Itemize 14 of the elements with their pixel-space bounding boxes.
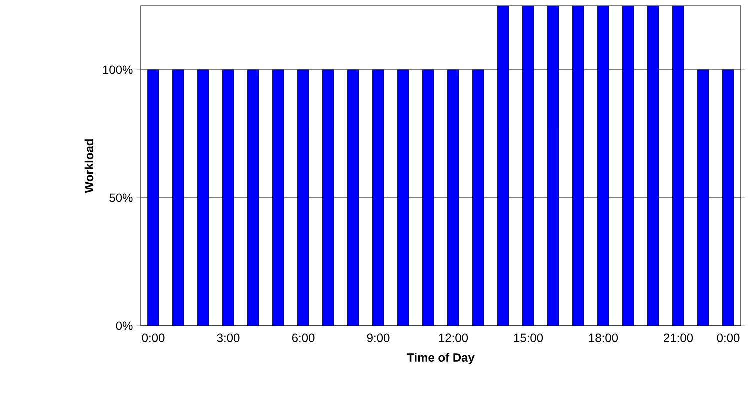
y-axis-title: Workload xyxy=(84,140,94,194)
x-tick-label: 18:00 xyxy=(589,334,618,342)
y-tick-label: 50% xyxy=(110,194,133,202)
x-axis-title: Time of Day xyxy=(407,353,475,364)
x-tick-label: 9:00 xyxy=(367,334,390,342)
x-tick-label: 15:00 xyxy=(514,334,544,342)
y-tick-label: 100% xyxy=(103,66,133,74)
x-tick-label: 0:00 xyxy=(142,334,165,342)
x-tick-label: 21:00 xyxy=(664,334,694,342)
x-tick-label: 0:00 xyxy=(717,334,740,342)
x-tick-label: 12:00 xyxy=(439,334,468,342)
x-tick-label: 3:00 xyxy=(217,334,240,342)
x-tick-label: 6:00 xyxy=(292,334,315,342)
y-tick-label: 0% xyxy=(116,322,133,330)
